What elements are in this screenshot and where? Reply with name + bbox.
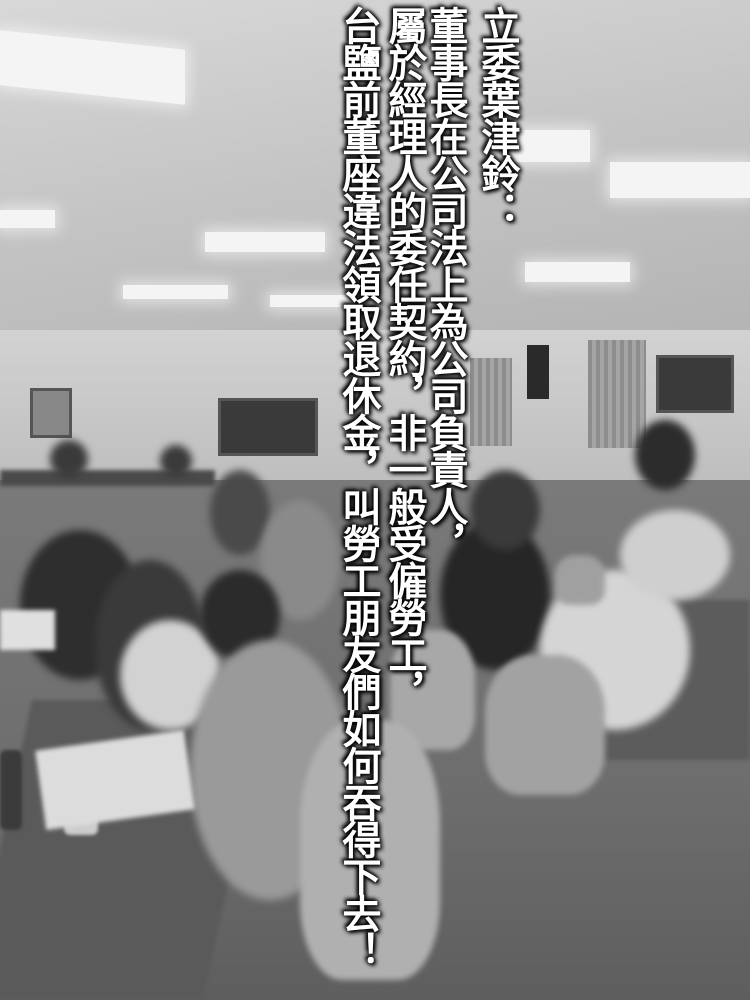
office-chair	[555, 555, 605, 605]
portrait-frame	[30, 388, 72, 438]
ceiling-light	[123, 285, 228, 299]
caption-line-1: 立委葉津鈴：	[475, 6, 520, 228]
ceiling-light	[500, 130, 590, 162]
wall-speaker	[527, 345, 549, 399]
attendee	[635, 420, 695, 490]
attendee	[620, 510, 730, 600]
attendee	[210, 470, 270, 555]
ceiling-light	[205, 232, 325, 252]
cup	[0, 750, 22, 830]
caption-line-2: 董事長在公司法上為公司負責人，	[423, 6, 468, 561]
ceiling-light	[525, 262, 630, 282]
office-chair	[485, 655, 605, 795]
office-chair	[300, 720, 440, 980]
back-table	[0, 470, 215, 486]
wall-screen	[218, 398, 318, 456]
wall-screen	[656, 355, 734, 413]
attendee	[470, 470, 540, 550]
attendee	[160, 445, 192, 477]
caption-line-4: 台鹽前董座違法領取退休金，叫勞工朋友們如何吞得下去！	[336, 6, 381, 968]
ceiling-light	[270, 295, 355, 307]
attendee	[50, 440, 88, 478]
ceiling-light	[0, 210, 55, 228]
papers	[0, 610, 55, 650]
window-curtain	[588, 340, 646, 448]
caption-line-3: 屬於經理人的委任契約，非一般受僱勞工，	[382, 6, 427, 709]
ceiling-light	[610, 162, 750, 198]
window-curtain	[470, 358, 512, 446]
